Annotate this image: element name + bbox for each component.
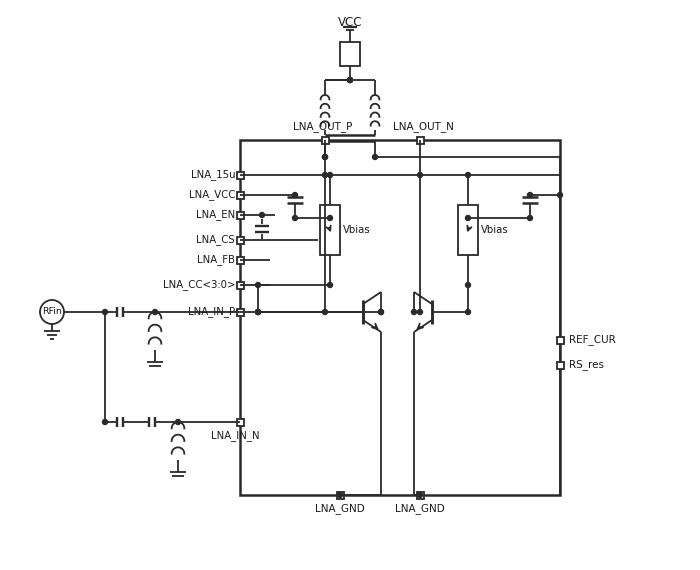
Circle shape: [256, 283, 260, 287]
Circle shape: [256, 310, 260, 315]
Circle shape: [323, 173, 328, 177]
Bar: [416, 136, 424, 144]
Circle shape: [102, 310, 108, 315]
Bar: [237, 192, 244, 198]
Circle shape: [323, 154, 328, 160]
Circle shape: [347, 78, 353, 83]
Bar: [237, 256, 244, 263]
Text: LNA_CS: LNA_CS: [196, 234, 235, 246]
Text: LNA_CC<3:0>: LNA_CC<3:0>: [162, 279, 235, 291]
Circle shape: [323, 310, 328, 315]
Text: LNA_OUT_N: LNA_OUT_N: [393, 121, 454, 132]
Bar: [237, 308, 244, 316]
Circle shape: [153, 310, 158, 315]
Text: LNA_IN_N: LNA_IN_N: [211, 430, 259, 441]
Bar: [340, 42, 360, 66]
Circle shape: [323, 154, 328, 160]
Text: LNA_OUT_P: LNA_OUT_P: [293, 121, 353, 132]
Text: Vbias: Vbias: [481, 225, 509, 235]
Text: REF_CUR: REF_CUR: [569, 335, 616, 345]
Text: VCC: VCC: [337, 15, 363, 28]
Circle shape: [379, 310, 384, 315]
Text: LNA_IN_P: LNA_IN_P: [188, 307, 235, 317]
Bar: [556, 336, 564, 344]
Bar: [556, 361, 564, 368]
Bar: [240, 140, 560, 495]
Circle shape: [293, 215, 297, 221]
Circle shape: [328, 215, 332, 221]
Circle shape: [293, 193, 297, 197]
Bar: [320, 205, 340, 255]
Text: LNA_GND: LNA_GND: [395, 503, 445, 515]
Circle shape: [466, 215, 470, 221]
Text: RFin: RFin: [42, 307, 62, 316]
Circle shape: [328, 173, 332, 177]
Circle shape: [417, 310, 423, 315]
Circle shape: [328, 283, 332, 287]
Text: LNA_FB: LNA_FB: [197, 255, 235, 266]
Bar: [416, 491, 424, 499]
Bar: [458, 205, 478, 255]
Text: Vbias: Vbias: [343, 225, 371, 235]
Circle shape: [347, 78, 353, 83]
Circle shape: [466, 173, 470, 177]
Circle shape: [466, 283, 470, 287]
Bar: [237, 418, 244, 425]
Circle shape: [260, 213, 265, 218]
Bar: [237, 237, 244, 243]
Circle shape: [466, 310, 470, 315]
Circle shape: [102, 420, 108, 425]
Circle shape: [528, 215, 533, 221]
Circle shape: [372, 154, 377, 160]
Circle shape: [256, 310, 260, 315]
Circle shape: [337, 492, 342, 498]
Circle shape: [417, 173, 423, 177]
Circle shape: [256, 310, 260, 315]
Circle shape: [557, 193, 563, 197]
Circle shape: [417, 492, 423, 498]
Text: LNA_VCC: LNA_VCC: [188, 190, 235, 201]
Bar: [237, 282, 244, 288]
Circle shape: [176, 420, 181, 425]
Bar: [337, 491, 344, 499]
Bar: [321, 136, 328, 144]
Circle shape: [412, 310, 416, 315]
Bar: [237, 211, 244, 218]
Text: RS_res: RS_res: [569, 360, 604, 370]
Circle shape: [528, 193, 533, 197]
Bar: [237, 172, 244, 178]
Circle shape: [347, 78, 353, 83]
Text: LNA_GND: LNA_GND: [315, 503, 365, 515]
Text: LNA_EN: LNA_EN: [196, 210, 235, 221]
Text: LNA_15u: LNA_15u: [190, 169, 235, 181]
Circle shape: [379, 310, 384, 315]
